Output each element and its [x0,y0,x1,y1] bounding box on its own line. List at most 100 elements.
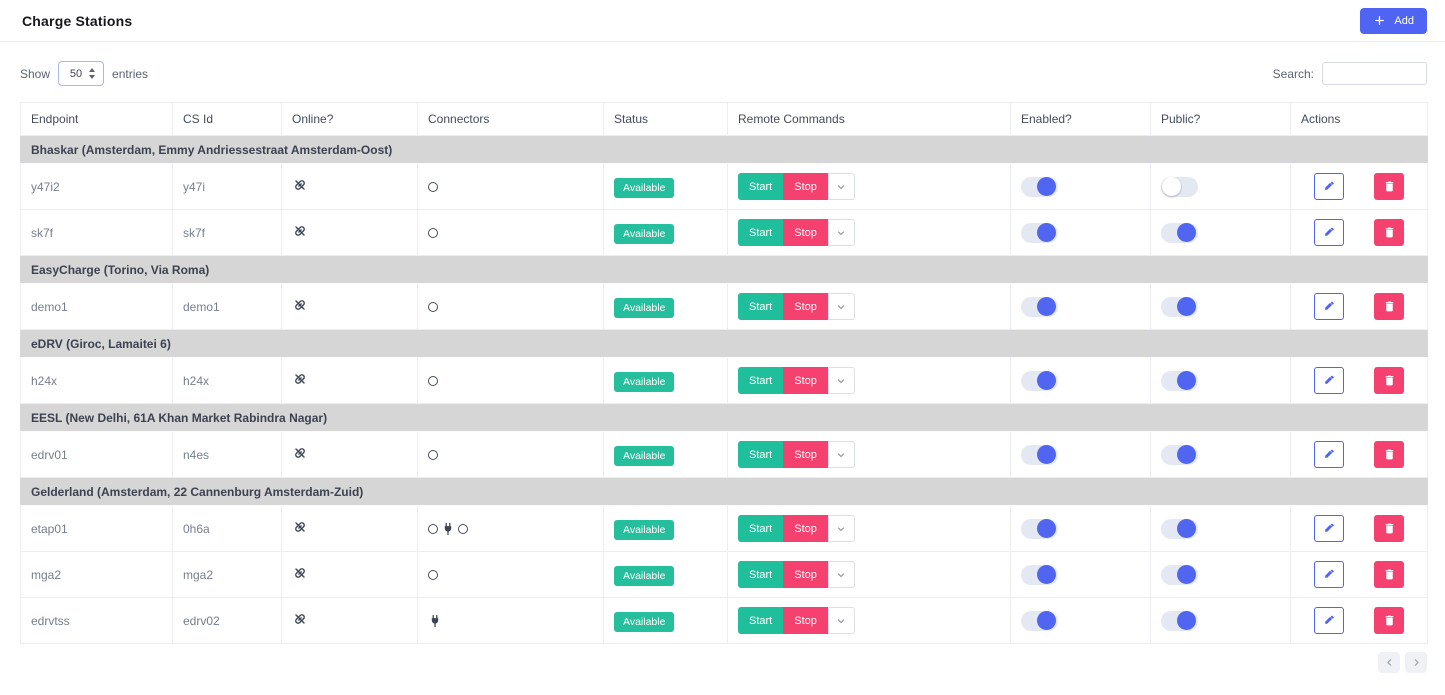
connectors-cell [417,163,604,210]
public-toggle[interactable] [1161,296,1198,317]
more-commands-dropdown-button[interactable] [827,515,855,542]
number-stepper-icon[interactable] [89,68,96,79]
stepper-up-icon[interactable] [89,68,96,72]
search-input[interactable] [1322,62,1427,85]
delete-button[interactable] [1374,607,1404,634]
toggle-knob [1037,519,1056,538]
stop-button[interactable]: Stop [783,607,828,634]
delete-button[interactable] [1374,367,1404,394]
start-button[interactable]: Start [738,441,784,468]
delete-button[interactable] [1374,173,1404,200]
pencil-icon [1323,374,1336,387]
start-button[interactable]: Start [738,515,784,542]
start-button[interactable]: Start [738,367,784,394]
edit-button[interactable] [1314,441,1344,468]
public-toggle[interactable] [1161,444,1198,465]
more-commands-dropdown-button[interactable] [827,367,855,394]
actions-cell [1290,163,1428,210]
public-toggle[interactable] [1161,222,1198,243]
stop-button[interactable]: Stop [783,561,828,588]
public-toggle[interactable] [1161,176,1198,197]
more-commands-dropdown-button[interactable] [827,219,855,246]
link-slash-icon [292,445,308,461]
link-slash-icon [292,297,308,313]
start-button[interactable]: Start [738,607,784,634]
enabled-toggle[interactable] [1021,370,1058,391]
enabled-toggle[interactable] [1021,444,1058,465]
enabled-toggle[interactable] [1021,296,1058,317]
more-commands-dropdown-button[interactable] [827,561,855,588]
enabled-toggle[interactable] [1021,610,1058,631]
edit-button[interactable] [1314,561,1344,588]
endpoint-cell: h24x [20,357,173,404]
connectors-cell [417,209,604,256]
more-commands-dropdown-button[interactable] [827,607,855,634]
enabled-cell [1010,505,1151,552]
public-toggle[interactable] [1161,518,1198,539]
remote-commands-button-group: Start Stop [738,173,855,200]
public-toggle[interactable] [1161,610,1198,631]
start-button[interactable]: Start [738,561,784,588]
station-group-name: Bhaskar (Amsterdam, Emmy Andriessestraat… [20,135,1428,164]
station-group-header-row: EasyCharge (Torino, Via Roma) [20,255,1428,284]
delete-button[interactable] [1374,561,1404,588]
endpoint-value: sk7f [31,225,54,240]
stop-button[interactable]: Stop [783,219,828,246]
public-toggle[interactable] [1161,370,1198,391]
status-badge: Available [614,371,675,392]
delete-button[interactable] [1374,219,1404,246]
column-header-cs-id: CS Id [172,102,282,136]
enabled-toggle[interactable] [1021,176,1058,197]
edit-button[interactable] [1314,367,1344,394]
top-bar: Charge Stations Add [0,0,1445,42]
toggle-knob [1177,519,1196,538]
cs-id-cell: n4es [172,431,282,478]
delete-button[interactable] [1374,441,1404,468]
remote-commands-cell: Start Stop [727,551,1011,598]
edit-button[interactable] [1314,219,1344,246]
add-button-label: Add [1394,14,1414,27]
endpoint-cell: demo1 [20,283,173,330]
start-button[interactable]: Start [738,219,784,246]
enabled-toggle[interactable] [1021,222,1058,243]
stop-button[interactable]: Stop [783,441,828,468]
connector-plug-icon [428,614,442,628]
remote-commands-button-group: Start Stop [738,515,855,542]
entries-count-input[interactable] [65,67,88,80]
stop-button[interactable]: Stop [783,367,828,394]
enabled-toggle[interactable] [1021,518,1058,539]
public-toggle[interactable] [1161,564,1198,585]
delete-button[interactable] [1374,293,1404,320]
edit-button[interactable] [1314,607,1344,634]
chevron-down-icon [836,228,846,238]
trash-icon [1383,374,1396,387]
cs-id-cell: y47i [172,163,282,210]
column-header-endpoint: Endpoint [20,102,173,136]
cs-id-cell: sk7f [172,209,282,256]
edit-button[interactable] [1314,515,1344,542]
table-header-row: Endpoint CS Id Online? Connectors Status… [20,102,1428,136]
stop-button[interactable]: Stop [783,515,828,542]
station-group-header-row: eDRV (Giroc, Lamaitei 6) [20,329,1428,358]
start-button[interactable]: Start [738,173,784,200]
stop-button[interactable]: Stop [783,293,828,320]
delete-button[interactable] [1374,515,1404,542]
edit-button[interactable] [1314,173,1344,200]
plus-icon [1373,14,1386,27]
toggle-knob [1177,611,1196,630]
enabled-toggle[interactable] [1021,564,1058,585]
next-page-button[interactable] [1405,652,1427,673]
public-cell [1150,283,1291,330]
previous-page-button[interactable] [1378,652,1400,673]
more-commands-dropdown-button[interactable] [827,293,855,320]
chevron-down-icon [836,376,846,386]
start-button[interactable]: Start [738,293,784,320]
endpoint-cell: edrv01 [20,431,173,478]
add-button[interactable]: Add [1360,7,1427,34]
more-commands-dropdown-button[interactable] [827,173,855,200]
entries-label: entries [112,66,149,81]
stop-button[interactable]: Stop [783,173,828,200]
edit-button[interactable] [1314,293,1344,320]
stepper-down-icon[interactable] [89,75,96,79]
more-commands-dropdown-button[interactable] [827,441,855,468]
